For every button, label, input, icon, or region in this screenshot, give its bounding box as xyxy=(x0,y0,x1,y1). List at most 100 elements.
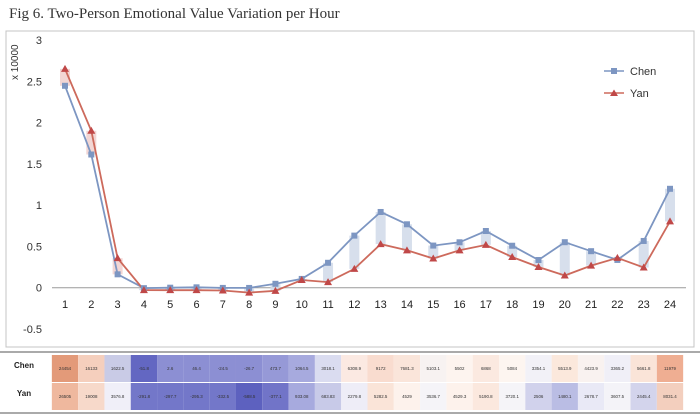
chen-point xyxy=(482,228,489,235)
legend-yan-label: Yan xyxy=(630,88,649,100)
table-cell xyxy=(314,355,342,382)
table-cell xyxy=(551,355,578,382)
table-cell-value: -24.5 xyxy=(218,366,229,371)
table-cell xyxy=(499,383,526,410)
table-cell-value: 4529 xyxy=(402,394,412,399)
table-cell-value: 5661.8 xyxy=(637,366,651,371)
table-cell-value: 2506 xyxy=(534,394,544,399)
chen-point xyxy=(88,151,95,158)
y-tick-label: 0 xyxy=(36,283,42,295)
table-cell xyxy=(604,355,631,382)
yan-point xyxy=(350,264,359,272)
table-cell-value: -297.7 xyxy=(164,394,177,399)
table-cell-value: 473.7 xyxy=(270,366,282,371)
chen-point xyxy=(456,239,463,246)
x-tick-label: 3 xyxy=(115,299,121,311)
yan-point xyxy=(61,64,69,72)
x-tick-label: 11 xyxy=(322,299,333,311)
table-cell xyxy=(262,383,289,410)
y-scale-label: x 10000 xyxy=(10,44,21,80)
table-cell xyxy=(262,355,289,382)
table-cell-value: -26.7 xyxy=(244,366,255,371)
table-cell-value: -332.5 xyxy=(217,394,230,399)
x-tick-label: 24 xyxy=(664,299,676,311)
yan-point xyxy=(218,286,227,294)
x-tick-label: 15 xyxy=(427,299,439,311)
table-cell xyxy=(393,355,421,382)
table-cell-value: 3576.8 xyxy=(111,394,125,399)
chen-point xyxy=(377,208,384,215)
table-cell xyxy=(235,383,263,410)
table-cell-value: 1480.1 xyxy=(558,394,572,399)
difference-band xyxy=(586,251,597,266)
table-cell-value: 3536.7 xyxy=(427,394,441,399)
x-tick-label: 16 xyxy=(453,299,465,311)
x-tick-label: 2 xyxy=(88,299,94,311)
x-tick-label: 22 xyxy=(611,299,623,311)
table-cell xyxy=(577,355,605,382)
chen-point xyxy=(272,280,279,287)
table-cell xyxy=(130,383,158,410)
difference-band xyxy=(665,188,675,222)
table-cell-value: 933.08 xyxy=(295,394,309,399)
x-tick-label: 21 xyxy=(585,299,597,311)
table-cell xyxy=(51,383,79,410)
yan-point xyxy=(613,253,622,261)
table-cell-value: 2445.4 xyxy=(637,394,651,399)
table-cell-value: 6308.9 xyxy=(348,366,362,371)
chen-point xyxy=(351,232,358,239)
chen-point xyxy=(588,248,595,255)
difference-band xyxy=(401,224,412,251)
yan-point xyxy=(297,276,306,284)
table-cell-value: 19008 xyxy=(85,394,98,399)
table-cell xyxy=(183,383,210,410)
legend-chen-marker xyxy=(611,68,617,74)
table-cell xyxy=(656,355,684,382)
yan-point xyxy=(166,286,175,294)
table-cell-value: -588.5 xyxy=(243,394,256,399)
table-cell xyxy=(525,383,552,410)
table-cell-value: 1622.5 xyxy=(111,366,125,371)
difference-band xyxy=(428,245,439,259)
y-tick-label: 2.5 xyxy=(27,76,42,88)
table-cell-value: 9172 xyxy=(376,366,386,371)
table-cell-value: 3365.2 xyxy=(611,366,625,371)
difference-band xyxy=(349,235,360,269)
difference-band xyxy=(507,245,518,257)
table-cell xyxy=(157,355,184,382)
y-tick-label: 1.5 xyxy=(27,159,42,171)
yan-point xyxy=(113,254,122,262)
legend-chen-label: Chen xyxy=(630,66,656,78)
table-cell xyxy=(367,383,394,410)
chen-point xyxy=(403,221,410,228)
table-cell-value: 11979 xyxy=(664,366,676,371)
y-tick-label: 2 xyxy=(36,118,42,130)
y-tick-label: 0.5 xyxy=(27,241,42,253)
table-cell xyxy=(656,383,684,410)
table-row-label-chen: Chen xyxy=(14,361,34,370)
table-cell xyxy=(235,355,263,382)
x-tick-label: 17 xyxy=(480,299,492,311)
table-cell xyxy=(446,355,473,382)
x-tick-label: 13 xyxy=(375,299,387,311)
table-cell xyxy=(420,355,447,382)
x-tick-label: 18 xyxy=(506,299,518,311)
yan-point xyxy=(87,126,96,134)
yan-point xyxy=(376,240,385,248)
chart-title: Fig 6. Two-Person Emotional Value Variat… xyxy=(9,6,340,22)
yan-point xyxy=(560,271,569,279)
difference-band xyxy=(559,242,570,276)
table-cell xyxy=(78,355,105,382)
legend-yan-marker xyxy=(610,89,618,96)
difference-band xyxy=(112,258,123,275)
table-cell-value: 2279.8 xyxy=(348,394,362,399)
table-cell xyxy=(288,383,315,410)
yan-point xyxy=(324,278,333,286)
chen-point xyxy=(640,237,647,244)
x-tick-label: 12 xyxy=(348,299,360,311)
table-cell xyxy=(420,383,447,410)
table-cell-value: 26505 xyxy=(59,394,72,399)
chen-point xyxy=(535,257,542,264)
legend: Chen Yan xyxy=(604,66,656,100)
